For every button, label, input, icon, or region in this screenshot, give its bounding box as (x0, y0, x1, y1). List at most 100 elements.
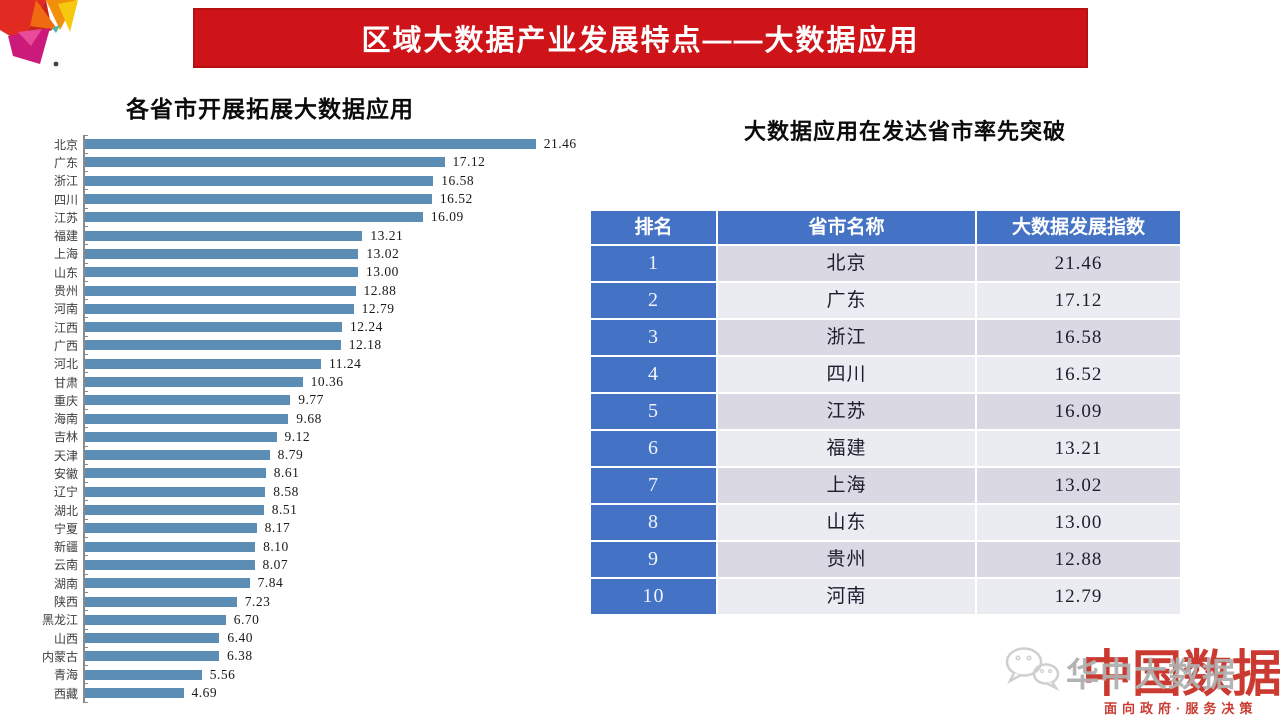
bar-category-label: 新疆 (53, 540, 78, 555)
watermark-brand-text: 中国数据 (1082, 646, 1280, 702)
bar-category-label: 云南 (53, 558, 78, 573)
bar (85, 248, 359, 259)
bar (85, 303, 354, 314)
slide-title: 区域大数据产业发展特点——大数据应用 (361, 25, 920, 57)
bar (85, 267, 358, 278)
bar-value-label: 12.24 (350, 319, 383, 335)
bar-category-label: 四川 (53, 192, 78, 207)
bar (85, 175, 434, 186)
table-rank-cell: 4 (591, 357, 716, 392)
bar-category-label: 吉林 (53, 430, 78, 445)
bar-category-label: 辽宁 (53, 485, 78, 500)
bar-row: 宁夏 8.17 (0, 519, 620, 539)
bar (85, 486, 266, 497)
bar-zone: 8.51 (83, 500, 298, 520)
bar-value-label: 8.17 (264, 520, 291, 536)
table-header-cell: 大数据发展指数 (977, 211, 1180, 244)
bar-value-label: 9.68 (296, 410, 322, 426)
bar-zone: 16.09 (83, 208, 464, 227)
bar (85, 377, 303, 387)
table-index-cell: 12.79 (977, 579, 1180, 614)
bar-value-label: 11.24 (329, 355, 362, 371)
table-index-cell: 13.21 (977, 431, 1180, 466)
bar-row: 四川 16.52 (0, 189, 620, 209)
wechat-icon (1005, 647, 1060, 692)
bar (85, 669, 202, 680)
bar-row: 西藏 4.69 (0, 683, 620, 704)
table-rank-cell: 7 (591, 468, 716, 503)
bar-value-label: 21.46 (543, 136, 577, 152)
bar-row: 江苏 16.09 (0, 208, 620, 228)
bar-zone: 11.24 (83, 354, 362, 373)
bar (85, 157, 445, 168)
bar-value-label: 7.23 (244, 593, 271, 609)
bar-zone: 12.79 (83, 299, 394, 318)
bar-category-label: 浙江 (53, 174, 78, 189)
bar-value-label: 13.21 (370, 227, 404, 243)
bar (85, 578, 250, 589)
rank-table-title: 大数据应用在发达省市率先突破 (744, 119, 1067, 144)
watermark-slogan: 面向政府·服务决策 (1104, 701, 1258, 716)
bar-zone: 17.12 (83, 153, 486, 172)
bar (85, 468, 266, 479)
bar-category-label: 江西 (53, 320, 78, 335)
bar (85, 395, 291, 406)
table-rank-cell: 1 (591, 246, 716, 281)
bar (85, 340, 341, 351)
bar-row: 黑龙江 6.70 (0, 610, 620, 630)
bar-row: 山西 6.40 (0, 629, 620, 649)
table-index-cell: 17.12 (977, 283, 1180, 318)
bar-row: 福建 13.21 (0, 226, 620, 246)
bar-row: 上海 13.02 (0, 244, 620, 264)
table-index-cell: 13.00 (977, 505, 1180, 540)
table-index-cell: 21.46 (977, 246, 1180, 281)
table-rank-cell: 10 (591, 579, 716, 614)
bar-zone: 9.68 (83, 409, 322, 428)
table-province-cell: 河南 (718, 579, 975, 614)
bar-zone: 8.17 (83, 519, 291, 538)
bar-category-label: 安徽 (53, 466, 78, 481)
table-rank-cell: 5 (591, 394, 716, 429)
bar-value-label: 12.88 (363, 282, 397, 298)
bar-zone: 6.40 (83, 629, 253, 648)
bar-zone: 8.61 (83, 464, 300, 483)
bar (85, 651, 219, 662)
corner-polygon-logo-icon (0, 0, 78, 67)
bar-row: 河北 11.24 (0, 354, 620, 374)
bar-row: 湖南 7.84 (0, 574, 620, 594)
bar (85, 596, 237, 607)
table-rank-cell: 2 (591, 283, 716, 318)
bar-value-label: 16.09 (430, 209, 464, 225)
bar-zone: 13.02 (83, 244, 399, 264)
bar-row: 广东 17.12 (0, 153, 620, 173)
bar-row: 浙江 16.58 (0, 171, 620, 191)
bar-zone: 8.07 (83, 555, 288, 575)
bar-zone: 12.88 (83, 281, 397, 300)
bar-category-label: 福建 (53, 229, 78, 244)
bar-row: 山东 13.00 (0, 263, 620, 283)
slide-title-banner: 区域大数据产业发展特点——大数据应用 (193, 8, 1088, 68)
bar (85, 688, 184, 699)
table-province-cell: 福建 (718, 431, 975, 466)
bar-category-label: 山西 (53, 631, 78, 646)
bar (85, 614, 226, 625)
bar-value-label: 17.12 (452, 154, 486, 170)
table-province-cell: 上海 (718, 468, 975, 503)
bar-value-label: 10.36 (310, 374, 344, 389)
bar (85, 322, 342, 333)
watermark-account-text: 华中大数据 (1066, 656, 1236, 693)
table-index-cell: 16.58 (977, 320, 1180, 355)
bar (85, 523, 257, 534)
bar (85, 230, 363, 241)
province-bar-chart: 北京 21.46 广东 17.12 浙江 16.58 四川 16.52 江苏 16.09 福建 13.… (0, 134, 620, 704)
bar-value-label: 13.00 (366, 264, 399, 280)
table-province-cell: 四川 (718, 357, 975, 392)
bar-row: 北京 21.46 (0, 134, 620, 155)
bar-category-label: 山东 (53, 265, 78, 280)
bar-value-label: 8.61 (273, 465, 300, 481)
bar-chart-title: 各省市开展拓展大数据应用 (126, 96, 414, 122)
bar-row: 云南 8.07 (0, 555, 620, 575)
bar-value-label: 8.51 (271, 502, 298, 518)
bar-category-label: 甘肃 (53, 375, 78, 390)
